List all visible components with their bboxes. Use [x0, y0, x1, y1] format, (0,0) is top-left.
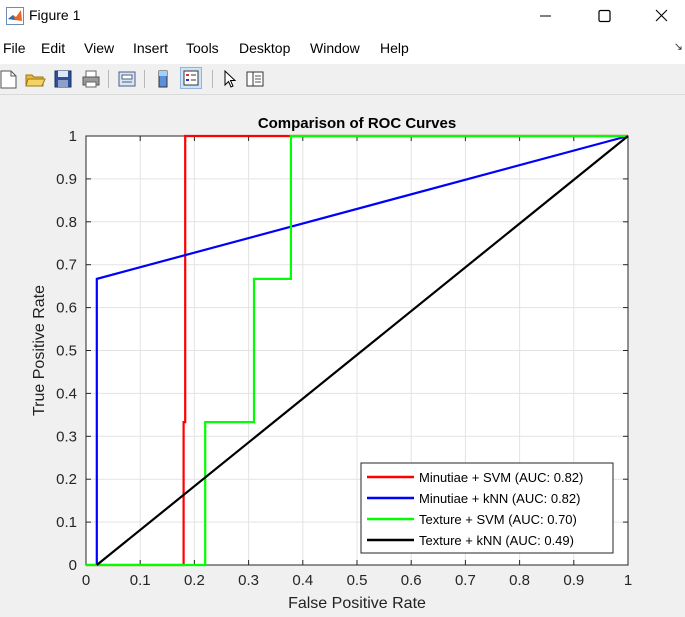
- matlab-logo-icon: [6, 7, 24, 25]
- y-axis-label: True Positive Rate: [31, 285, 48, 416]
- menu-bar: File Edit View Insert Tools Desktop Wind…: [0, 32, 685, 64]
- series-line-3: [96, 135, 629, 566]
- legend-entry: Minutiae + SVM (AUC: 0.82): [419, 470, 583, 485]
- legend-entry: Minutiae + kNN (AUC: 0.82): [419, 491, 580, 506]
- legend-button[interactable]: [180, 67, 202, 89]
- property-editor-button[interactable]: [244, 68, 266, 90]
- series-line-1: [95, 134, 629, 565]
- menu-view[interactable]: View: [84, 40, 115, 56]
- property-editor-icon: [246, 71, 264, 87]
- y-tick-label: 0.8: [56, 214, 77, 231]
- minimize-icon: [540, 15, 551, 17]
- x-tick-label: 0.1: [130, 572, 151, 589]
- y-tick-label: 0.1: [56, 514, 77, 531]
- chart-title: Comparison of ROC Curves: [258, 115, 456, 132]
- menu-desktop[interactable]: Desktop: [239, 40, 291, 56]
- print-preview-icon: [118, 71, 136, 87]
- y-tick-label: 0: [69, 557, 77, 574]
- maximize-button[interactable]: [576, 0, 632, 32]
- y-tick-label: 0.2: [56, 471, 77, 488]
- pointer-button[interactable]: [219, 68, 241, 90]
- y-tick-label: 0.6: [56, 300, 77, 317]
- x-tick-label: 0.7: [455, 572, 476, 589]
- pointer-icon: [224, 69, 237, 88]
- menu-edit[interactable]: Edit: [41, 40, 66, 56]
- series-line-2: [86, 134, 628, 567]
- x-tick-label: 0.4: [292, 572, 313, 589]
- legend-entry: Texture + SVM (AUC: 0.70): [419, 512, 577, 527]
- y-tick-label: 0.5: [56, 343, 77, 360]
- y-tick-label: 1: [69, 128, 77, 145]
- y-tick-label: 0.3: [56, 428, 77, 445]
- colorbar-button[interactable]: [152, 68, 174, 90]
- x-tick-label: 1: [624, 572, 632, 589]
- menu-tools[interactable]: Tools: [186, 40, 219, 56]
- print-button[interactable]: [80, 68, 102, 90]
- x-tick-label: 0.8: [509, 572, 530, 589]
- window-titlebar: Figure 1: [0, 0, 685, 32]
- roc-chart: 0 0.1 0.2 0.3 0.4 0.5 0.6 0.7 0.8 0.9 1 0 0.1 0.2 0.3 0…: [31, 115, 632, 612]
- open-file-icon: [25, 74, 46, 87]
- menu-file[interactable]: File: [3, 40, 26, 56]
- close-icon: [655, 9, 668, 22]
- y-tick-label: 0.9: [56, 171, 77, 188]
- colorbar-icon: [158, 70, 168, 88]
- menu-overflow-icon[interactable]: ↘: [673, 41, 683, 53]
- legend-entry: Texture + kNN (AUC: 0.49): [419, 533, 574, 548]
- figure-canvas: 0 0.1 0.2 0.3 0.4 0.5 0.6 0.7 0.8 0.9 1 0 0.1 0.2 0.3 0…: [0, 95, 685, 617]
- x-tick-label: 0.2: [184, 572, 205, 589]
- close-button[interactable]: [633, 0, 685, 32]
- save-button[interactable]: [52, 68, 74, 90]
- x-tick-label: 0.3: [238, 572, 259, 589]
- toolbar-separator: [144, 70, 145, 88]
- menu-window[interactable]: Window: [310, 40, 360, 56]
- y-tick-label: 0.7: [56, 257, 77, 274]
- toolbar-separator: [108, 70, 109, 88]
- open-file-button[interactable]: [24, 68, 46, 90]
- figure-toolbar: [0, 64, 685, 95]
- window-title: Figure 1: [29, 7, 81, 23]
- minimize-button[interactable]: [518, 0, 574, 32]
- print-icon: [82, 70, 100, 88]
- print-preview-button[interactable]: [116, 68, 138, 90]
- x-tick-label: 0.6: [401, 572, 422, 589]
- new-figure-icon: [0, 70, 17, 89]
- y-tick-label: 0.4: [56, 385, 77, 402]
- toolbar-separator: [212, 70, 213, 88]
- x-tick-label: 0: [82, 572, 90, 589]
- x-axis-label: False Positive Rate: [288, 595, 426, 612]
- maximize-icon: [598, 9, 611, 23]
- save-icon: [54, 70, 72, 88]
- menu-insert[interactable]: Insert: [133, 40, 169, 56]
- x-tick-label: 0.5: [347, 572, 368, 589]
- menu-help[interactable]: Help: [380, 40, 409, 56]
- new-figure-button[interactable]: [0, 68, 20, 90]
- legend-icon: [183, 70, 199, 86]
- x-tick-label: 0.9: [563, 572, 584, 589]
